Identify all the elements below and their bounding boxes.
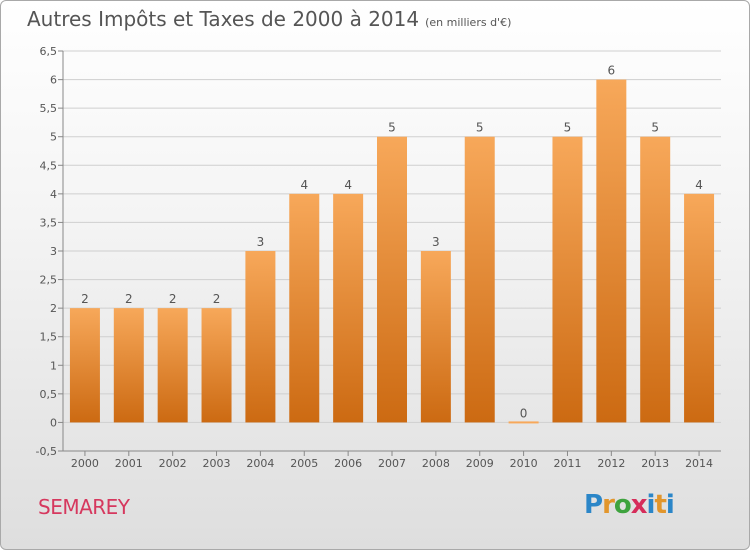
y-tick-label: 1,5 (40, 331, 58, 344)
logo-letter: i (665, 490, 675, 520)
chart-title-text: Autres Impôts et Taxes de 2000 à 2014 (27, 7, 420, 31)
bar (157, 308, 188, 423)
y-tick-label: 0,5 (40, 388, 58, 401)
bar-value-label: 6 (608, 64, 616, 78)
x-tick-labels: 2000 2001 2002 2003 2004 2005 2006 2007 2008 2009… (71, 457, 713, 470)
bar (377, 136, 407, 423)
y-tick-labels: -0,5 0 0,5 1 1,5 2 2,5 3 3,5 4 4,5 5 5,5 6 6,5 (36, 45, 57, 458)
proxiti-logo[interactable]: Proxiti (584, 490, 675, 520)
x-tick-label: 2010 (510, 457, 538, 470)
y-tick-label: 3 (50, 245, 57, 258)
bar (289, 193, 320, 423)
bar-value-label: 2 (169, 292, 177, 306)
y-tick-label: 0 (50, 416, 57, 429)
bar (596, 79, 627, 423)
bar (201, 308, 232, 423)
bars (69, 79, 715, 424)
bar (420, 251, 451, 423)
bar (464, 136, 495, 423)
x-tick-label: 2005 (290, 457, 318, 470)
y-tick-label: 4 (50, 188, 57, 201)
bar (508, 421, 539, 424)
bar (684, 193, 715, 423)
bar-value-label: 2 (213, 292, 221, 306)
x-tick-label: 2014 (685, 457, 713, 470)
chart-title: Autres Impôts et Taxes de 2000 à 2014 (en… (27, 7, 511, 31)
bar-value-label: 0 (520, 406, 528, 420)
bar-value-label: 3 (432, 235, 440, 249)
bar (113, 308, 144, 423)
y-tick-label: 6,5 (40, 45, 58, 58)
x-tick-label: 2001 (115, 457, 143, 470)
bar-value-label: 4 (695, 178, 703, 192)
y-tick-label: 5,5 (40, 102, 58, 115)
x-tick-label: 2008 (422, 457, 450, 470)
x-tick-label: 2009 (466, 457, 494, 470)
logo-letter: P (584, 490, 603, 520)
bar (69, 308, 100, 423)
logo-letter: r (602, 490, 615, 520)
bar-value-label: 2 (81, 292, 89, 306)
commune-name: SEMAREY (38, 495, 130, 519)
x-tick-label: 2003 (203, 457, 231, 470)
logo-letter: t (654, 490, 666, 520)
bar-value-label: 4 (300, 178, 308, 192)
data-labels: 2 2 2 2 3 4 4 5 3 5 0 5 6 5 4 (81, 64, 703, 421)
y-tick-label: 4,5 (40, 159, 58, 172)
axes (58, 50, 721, 456)
y-tick-label: 6 (50, 74, 57, 87)
bar-value-label: 2 (125, 292, 133, 306)
logo-letter: o (613, 490, 632, 520)
chart-subtitle: (en milliers d'€) (425, 16, 512, 29)
bar-value-label: 5 (651, 121, 659, 135)
bar (640, 136, 671, 423)
x-tick-label: 2000 (71, 457, 99, 470)
x-tick-label: 2006 (334, 457, 362, 470)
y-tick-label: 3,5 (40, 216, 58, 229)
x-tick-label: 2002 (159, 457, 187, 470)
y-tick-label: 2 (50, 302, 57, 315)
x-tick-label: 2013 (641, 457, 669, 470)
y-tick-label: 5 (50, 131, 57, 144)
logo-letter: i (646, 490, 656, 520)
y-tick-label: 1 (50, 359, 57, 372)
x-tick-label: 2007 (378, 457, 406, 470)
bar (333, 193, 364, 423)
bar (245, 251, 276, 423)
bar-value-label: 5 (564, 121, 572, 135)
y-tick-label: 2,5 (40, 274, 58, 287)
logo-letter: x (630, 490, 648, 520)
bar-value-label: 3 (257, 235, 265, 249)
x-tick-label: 2004 (246, 457, 274, 470)
bar-value-label: 4 (344, 178, 352, 192)
bar (552, 136, 583, 423)
y-tick-label: -0,5 (36, 445, 57, 458)
bar-value-label: 5 (388, 121, 396, 135)
bar-value-label: 5 (476, 121, 484, 135)
x-tick-label: 2012 (597, 457, 625, 470)
x-tick-label: 2011 (553, 457, 581, 470)
